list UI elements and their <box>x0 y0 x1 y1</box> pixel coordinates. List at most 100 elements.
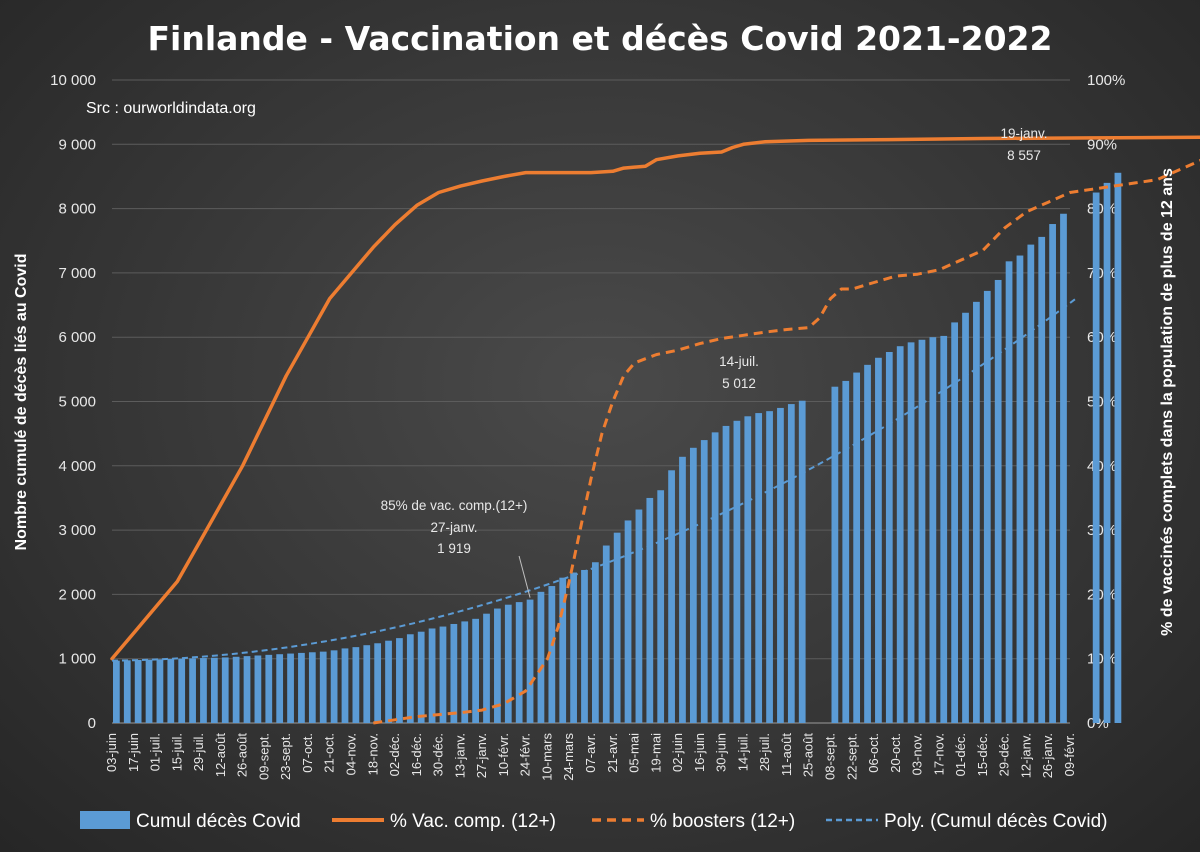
source-text: Src : ourworldindata.org <box>86 100 256 117</box>
y-right-tick-label: 20% <box>1087 586 1117 603</box>
bar <box>1038 236 1046 723</box>
x-tick-label: 12-janv. <box>1019 733 1034 778</box>
bar <box>330 650 338 723</box>
bar <box>156 659 164 723</box>
y-left-tick-label: 9 000 <box>58 136 96 153</box>
x-tick-label: 10-févr. <box>496 733 511 776</box>
bar <box>417 631 425 723</box>
y-left-tick-label: 8 000 <box>58 201 96 218</box>
y-left-tick-label: 6 000 <box>58 329 96 346</box>
bar <box>592 562 599 723</box>
bar <box>853 372 861 723</box>
bar <box>787 404 795 723</box>
bar <box>896 346 904 723</box>
bar <box>189 658 196 723</box>
x-tick-label: 06-oct. <box>866 733 881 773</box>
bar <box>1049 224 1056 724</box>
x-axis-ticks: 03-juin 17-juin 01-juil. 15-juil. 29-juil. 12… <box>104 733 1077 781</box>
bar <box>766 411 773 723</box>
x-tick-label: 22-sept. <box>844 733 859 780</box>
legend-label-poly: Poly. (Cumul décès Covid) <box>884 811 1108 832</box>
annotation-text: 27-janv. <box>430 520 477 535</box>
bar <box>254 655 262 723</box>
bar <box>396 638 403 723</box>
annotation-leader-line <box>518 555 531 598</box>
bar <box>450 623 458 723</box>
bar <box>657 490 665 723</box>
bar <box>439 626 447 723</box>
y-right-tick-label: 30% <box>1087 522 1117 539</box>
x-tick-label: 21-oct. <box>322 733 337 773</box>
x-tick-label: 13-janv. <box>452 733 467 778</box>
y-right-tick-label: 50% <box>1087 394 1117 411</box>
bar <box>352 647 360 723</box>
bar <box>526 599 534 723</box>
y-left-tick-label: 5 000 <box>58 394 96 411</box>
bar <box>1103 182 1111 723</box>
bar <box>428 628 436 723</box>
x-tick-label: 24-mars <box>561 733 576 781</box>
bar <box>341 648 349 723</box>
y-axis-right-label: % de vaccinés complets dans la populatio… <box>1159 168 1176 636</box>
x-tick-label: 07-oct. <box>300 733 315 773</box>
bar <box>504 604 512 723</box>
bar <box>624 520 632 723</box>
bar <box>777 407 784 723</box>
x-tick-label: 21-avr. <box>605 733 620 773</box>
annotation-text: 8 557 <box>1007 148 1041 163</box>
bar <box>689 447 697 723</box>
y-right-tick-label: 80% <box>1087 201 1117 218</box>
annotation-text: 85% de vac. comp.(12+) <box>381 498 528 513</box>
x-tick-label: 30-juin <box>714 733 729 772</box>
bar <box>994 279 1002 723</box>
bar <box>668 470 675 723</box>
bar <box>1114 172 1122 723</box>
x-tick-label: 14-juil. <box>735 733 750 771</box>
bar <box>363 645 371 723</box>
x-tick-label: 28-juil. <box>757 733 772 771</box>
x-tick-label: 17-juin <box>126 733 141 772</box>
bar <box>744 416 752 723</box>
chart-title: Finlande - Vaccination et décès Covid 20… <box>148 19 1053 58</box>
bar <box>548 586 556 723</box>
bar <box>700 440 708 723</box>
annotation-text: 14-juil. <box>719 354 759 369</box>
bar <box>570 572 577 723</box>
bar <box>983 290 991 723</box>
x-tick-label: 08-sept. <box>823 733 838 780</box>
bar <box>374 643 382 723</box>
bar <box>1005 261 1013 723</box>
bar <box>308 652 316 723</box>
y-left-tick-label: 1 000 <box>58 651 96 668</box>
annotation-text: 19-janv. <box>1000 126 1047 141</box>
bar <box>276 654 284 723</box>
x-tick-label: 15-déc. <box>975 733 990 776</box>
x-tick-label: 02-juin <box>670 733 685 772</box>
x-tick-label: 17-nov. <box>931 733 946 775</box>
bar <box>123 660 131 723</box>
x-tick-label: 09-sept. <box>256 733 271 780</box>
line-series <box>110 135 1200 725</box>
y-right-tick-label: 70% <box>1087 265 1117 282</box>
y-axis-left-label: Nombre cumulé de décès liés au Covid <box>13 254 30 551</box>
legend: Cumul décès Covid % Vac. comp. (12+) % boo… <box>80 811 1108 832</box>
x-tick-label: 04-nov. <box>344 733 359 775</box>
annotations: 85% de vac. comp.(12+) 27-janv. 1 919 14-ju… <box>381 126 1048 598</box>
bar <box>842 380 850 723</box>
x-tick-label: 10-mars <box>540 733 555 781</box>
bar <box>483 613 490 723</box>
x-tick-label: 15-juil. <box>169 733 184 771</box>
bar <box>907 342 915 723</box>
bar <box>210 657 218 723</box>
x-tick-label: 24-févr. <box>518 733 533 776</box>
y-right-tick-label: 100% <box>1087 72 1125 89</box>
bar <box>515 602 523 723</box>
bar <box>973 301 980 723</box>
x-tick-label: 09-févr. <box>1062 733 1077 776</box>
bar <box>722 425 730 723</box>
bar <box>918 339 926 723</box>
y-left-tick-label: 10 000 <box>50 72 96 89</box>
x-tick-label: 03-nov. <box>910 733 925 775</box>
bar <box>178 658 186 723</box>
